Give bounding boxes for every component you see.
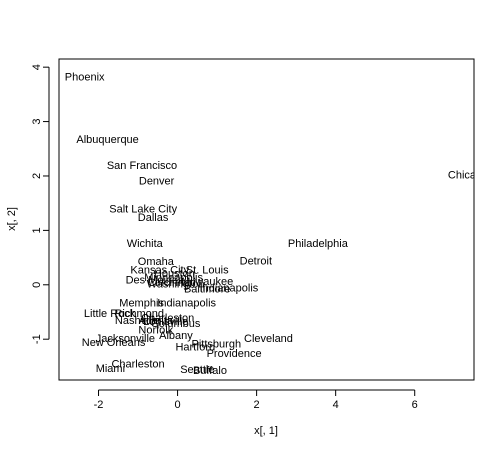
- point-label: Seattle: [180, 364, 214, 376]
- x-tick-label: 6: [412, 399, 418, 411]
- point-label: Baltimore: [184, 284, 230, 296]
- point-label: Des Moines: [126, 274, 185, 286]
- point-label: Pittsburgh: [192, 339, 242, 351]
- point-label: Detroit: [240, 255, 272, 267]
- point-label: New Orleans: [82, 337, 146, 349]
- point-label: Omaha: [138, 256, 175, 268]
- point-label: Minneapolis: [144, 272, 203, 284]
- y-tick-label: -1: [31, 334, 43, 344]
- point-label: St. Louis: [186, 265, 229, 277]
- point-label: Louisville: [143, 316, 188, 328]
- point-label: Atlanta: [139, 315, 174, 327]
- point-label: Nashville: [115, 315, 160, 327]
- point-label: Charleston: [141, 312, 194, 324]
- point-label: Houston: [154, 268, 195, 280]
- point-label: Washington: [147, 279, 205, 291]
- point-label: Richmond: [114, 308, 164, 320]
- plot-box: [58, 58, 475, 381]
- point-label: Albuquerque: [76, 134, 138, 146]
- point-label: Cleveland: [244, 333, 293, 345]
- y-tick-label: 2: [31, 173, 43, 179]
- point-label: Cincinnati: [147, 277, 195, 289]
- x-tick-label: 4: [333, 399, 339, 411]
- point-label: Dallas: [138, 212, 169, 224]
- point-label: Providence: [207, 348, 262, 360]
- point-label: Indianapolis: [200, 283, 259, 295]
- point-label: Chicago: [448, 169, 488, 181]
- x-axis-title: x[, 1]: [254, 425, 278, 437]
- y-tick-label: 3: [31, 119, 43, 125]
- y-tick-label: 1: [31, 227, 43, 233]
- point-labels: Phoenix Albuquerque San Francisco Denver Chi…: [65, 71, 488, 377]
- point-label: Salt Lake City: [109, 204, 177, 216]
- point-label: Milwaukee: [181, 276, 233, 288]
- point-label: Miami: [96, 363, 125, 375]
- point-label: Denver: [139, 175, 175, 187]
- x-axis: -2 0 2 4 6: [94, 389, 418, 411]
- y-axis: -1 0 1 2 3 4: [31, 64, 50, 344]
- y-tick-label: 0: [31, 282, 43, 288]
- x-tick-label: 0: [175, 399, 181, 411]
- point-label: Hartford: [175, 341, 215, 353]
- point-label: San Francisco: [107, 160, 177, 172]
- point-label: Charleston: [111, 359, 164, 371]
- x-tick-label: 2: [254, 399, 260, 411]
- point-label: Little Rock: [84, 308, 136, 320]
- point-label: Albany: [159, 330, 193, 342]
- x-tick-label: -2: [94, 399, 104, 411]
- point-label: Wichita: [127, 238, 164, 250]
- point-label: Phoenix: [65, 71, 105, 83]
- y-axis-title: x[, 2]: [6, 207, 18, 231]
- point-label: Buffalo: [193, 365, 227, 377]
- point-label: Norfolk: [138, 324, 173, 336]
- point-label: Indianapolis: [157, 298, 216, 310]
- point-label: Kansas City: [130, 265, 189, 277]
- point-label: Columbus: [151, 318, 201, 330]
- point-label: Philadelphia: [288, 238, 349, 250]
- y-tick-label: 4: [31, 64, 43, 70]
- point-label: Memphis: [119, 298, 164, 310]
- point-label: Jacksonville: [96, 333, 155, 345]
